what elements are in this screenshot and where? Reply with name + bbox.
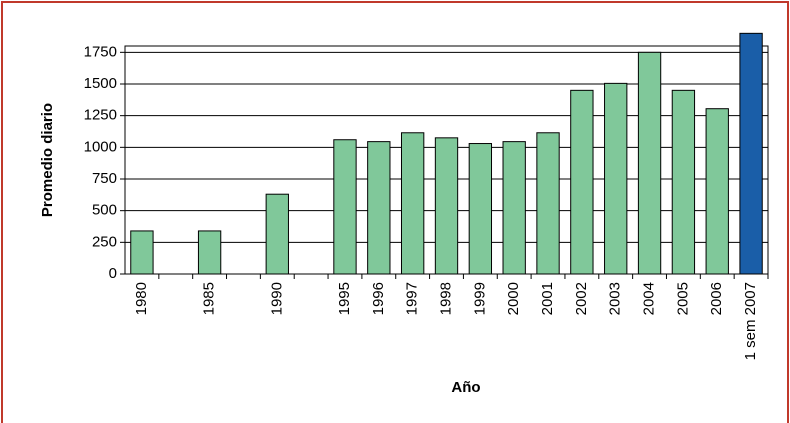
- bar: [502, 141, 526, 275]
- y-tick-label: 750: [92, 170, 117, 187]
- y-tick-label: 1750: [84, 43, 117, 60]
- y-tick-label: 1000: [84, 138, 117, 155]
- bar: [604, 82, 628, 275]
- x-axis-title: Año: [451, 379, 480, 396]
- bar: [367, 141, 391, 275]
- bar: [197, 230, 222, 275]
- bar: [468, 143, 493, 275]
- bar: [570, 89, 594, 275]
- x-tick-label: 1999: [471, 282, 488, 315]
- bar: [333, 139, 357, 275]
- y-tick-label: 1250: [84, 107, 117, 124]
- y-tick-label: 0: [109, 265, 117, 282]
- x-tick-label: 1985: [201, 282, 218, 315]
- bar: [637, 51, 662, 275]
- y-tick-label: 250: [92, 233, 117, 250]
- x-tick-label: 1996: [370, 282, 387, 315]
- y-axis-title: Promedio diario: [39, 103, 56, 217]
- bar: [434, 137, 459, 275]
- x-tick-label: 2004: [641, 282, 658, 315]
- x-tick-label: 1995: [336, 282, 353, 315]
- x-tick-label: 1980: [133, 282, 150, 315]
- x-tick-label: 1997: [404, 282, 421, 315]
- bar: [265, 193, 289, 275]
- x-tick-label: 1990: [268, 282, 285, 315]
- x-tick-label: 2002: [573, 282, 590, 315]
- x-tick-label: 2001: [539, 282, 556, 315]
- bar: [130, 230, 154, 275]
- bar: [536, 132, 560, 275]
- bar: [705, 108, 729, 275]
- x-tick-label: 2006: [708, 282, 725, 315]
- y-tick-label: 1500: [84, 75, 117, 92]
- x-tick-label: 2003: [607, 282, 624, 315]
- x-tick-label: 2005: [674, 282, 691, 315]
- bar: [400, 132, 425, 275]
- x-tick-label: 1 sem 2007: [742, 282, 759, 360]
- x-tick-label: 2000: [505, 282, 522, 315]
- bar: [739, 32, 763, 275]
- x-tick-label: 1998: [437, 282, 454, 315]
- y-tick-label: 500: [92, 202, 117, 219]
- bar: [671, 89, 696, 275]
